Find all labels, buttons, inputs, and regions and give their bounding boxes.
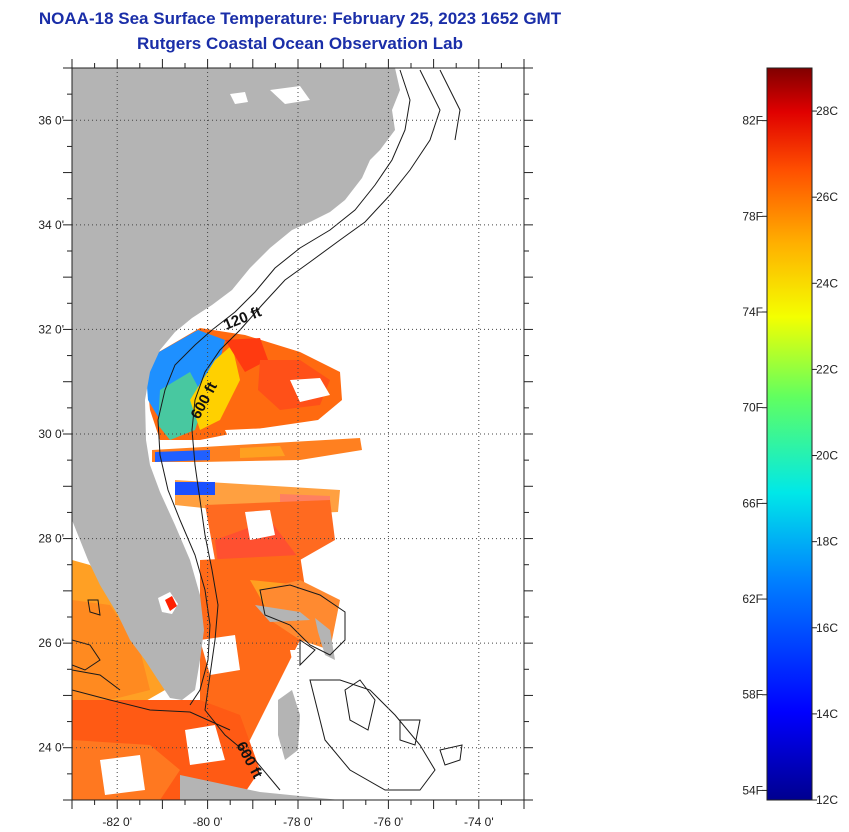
colorbar-label-celsius: 20C bbox=[816, 449, 838, 463]
andros-island-land bbox=[278, 690, 300, 760]
colorbar-label-fahrenheit: 70F bbox=[742, 401, 763, 415]
colorbar-label-fahrenheit: 54F bbox=[742, 783, 763, 797]
colorbar-label-celsius: 28C bbox=[816, 104, 838, 118]
land-layer bbox=[72, 68, 400, 800]
colorbar-labels: 28C 26C 24C 22C 20C 18C 16C 14C 12C 82F 78F 74F 70F 6… bbox=[742, 104, 838, 807]
colorbar-label-fahrenheit: 58F bbox=[742, 688, 763, 702]
lat-tick-label: 36 0' bbox=[38, 113, 64, 127]
colorbar-label-fahrenheit: 74F bbox=[742, 305, 763, 319]
grid-lines bbox=[72, 68, 524, 800]
lat-tick-label: 26 0' bbox=[38, 636, 64, 650]
us-east-coast-land bbox=[72, 68, 400, 700]
axis-ticks bbox=[63, 59, 533, 809]
lon-tick-label: -82 0' bbox=[102, 815, 132, 829]
colorbar-label-celsius: 22C bbox=[816, 362, 838, 376]
colorbar-gradient bbox=[766, 67, 813, 801]
colorbar-ticks bbox=[762, 110, 817, 801]
colorbar-label-celsius: 16C bbox=[816, 621, 838, 635]
colorbar-label-fahrenheit: 82F bbox=[742, 114, 763, 128]
bathymetry-contours bbox=[72, 69, 463, 791]
lon-tick-label: -74 0' bbox=[464, 815, 494, 829]
lat-tick-label: 32 0' bbox=[38, 322, 64, 336]
lon-tick-label: -76 0' bbox=[374, 815, 404, 829]
colorbar-label-celsius: 12C bbox=[816, 793, 838, 807]
colorbar-label-fahrenheit: 62F bbox=[742, 592, 763, 606]
axis-tick-labels: 24 0' 26 0' 28 0' 30 0' 32 0' 34 0' 36 0' -82 0… bbox=[38, 113, 493, 829]
colorbar-label-celsius: 18C bbox=[816, 535, 838, 549]
cuba-land bbox=[180, 775, 340, 800]
lat-tick-label: 34 0' bbox=[38, 218, 64, 232]
lon-tick-label: -80 0' bbox=[193, 815, 223, 829]
colorbar-label-fahrenheit: 78F bbox=[742, 209, 763, 223]
lat-tick-label: 30 0' bbox=[38, 427, 64, 441]
colorbar-label-celsius: 24C bbox=[816, 276, 838, 290]
colorbar-label-fahrenheit: 66F bbox=[742, 496, 763, 510]
grand-bahama-land bbox=[255, 605, 310, 622]
map-title: NOAA-18 Sea Surface Temperature: Februar… bbox=[38, 9, 562, 28]
colorbar-label-celsius: 14C bbox=[816, 707, 838, 721]
colorbar-label-celsius: 26C bbox=[816, 190, 838, 204]
lat-tick-label: 28 0' bbox=[38, 532, 64, 546]
lat-tick-label: 24 0' bbox=[38, 741, 64, 755]
lon-tick-label: -78 0' bbox=[283, 815, 313, 829]
map-subtitle: Rutgers Coastal Ocean Observation Lab bbox=[137, 34, 463, 53]
